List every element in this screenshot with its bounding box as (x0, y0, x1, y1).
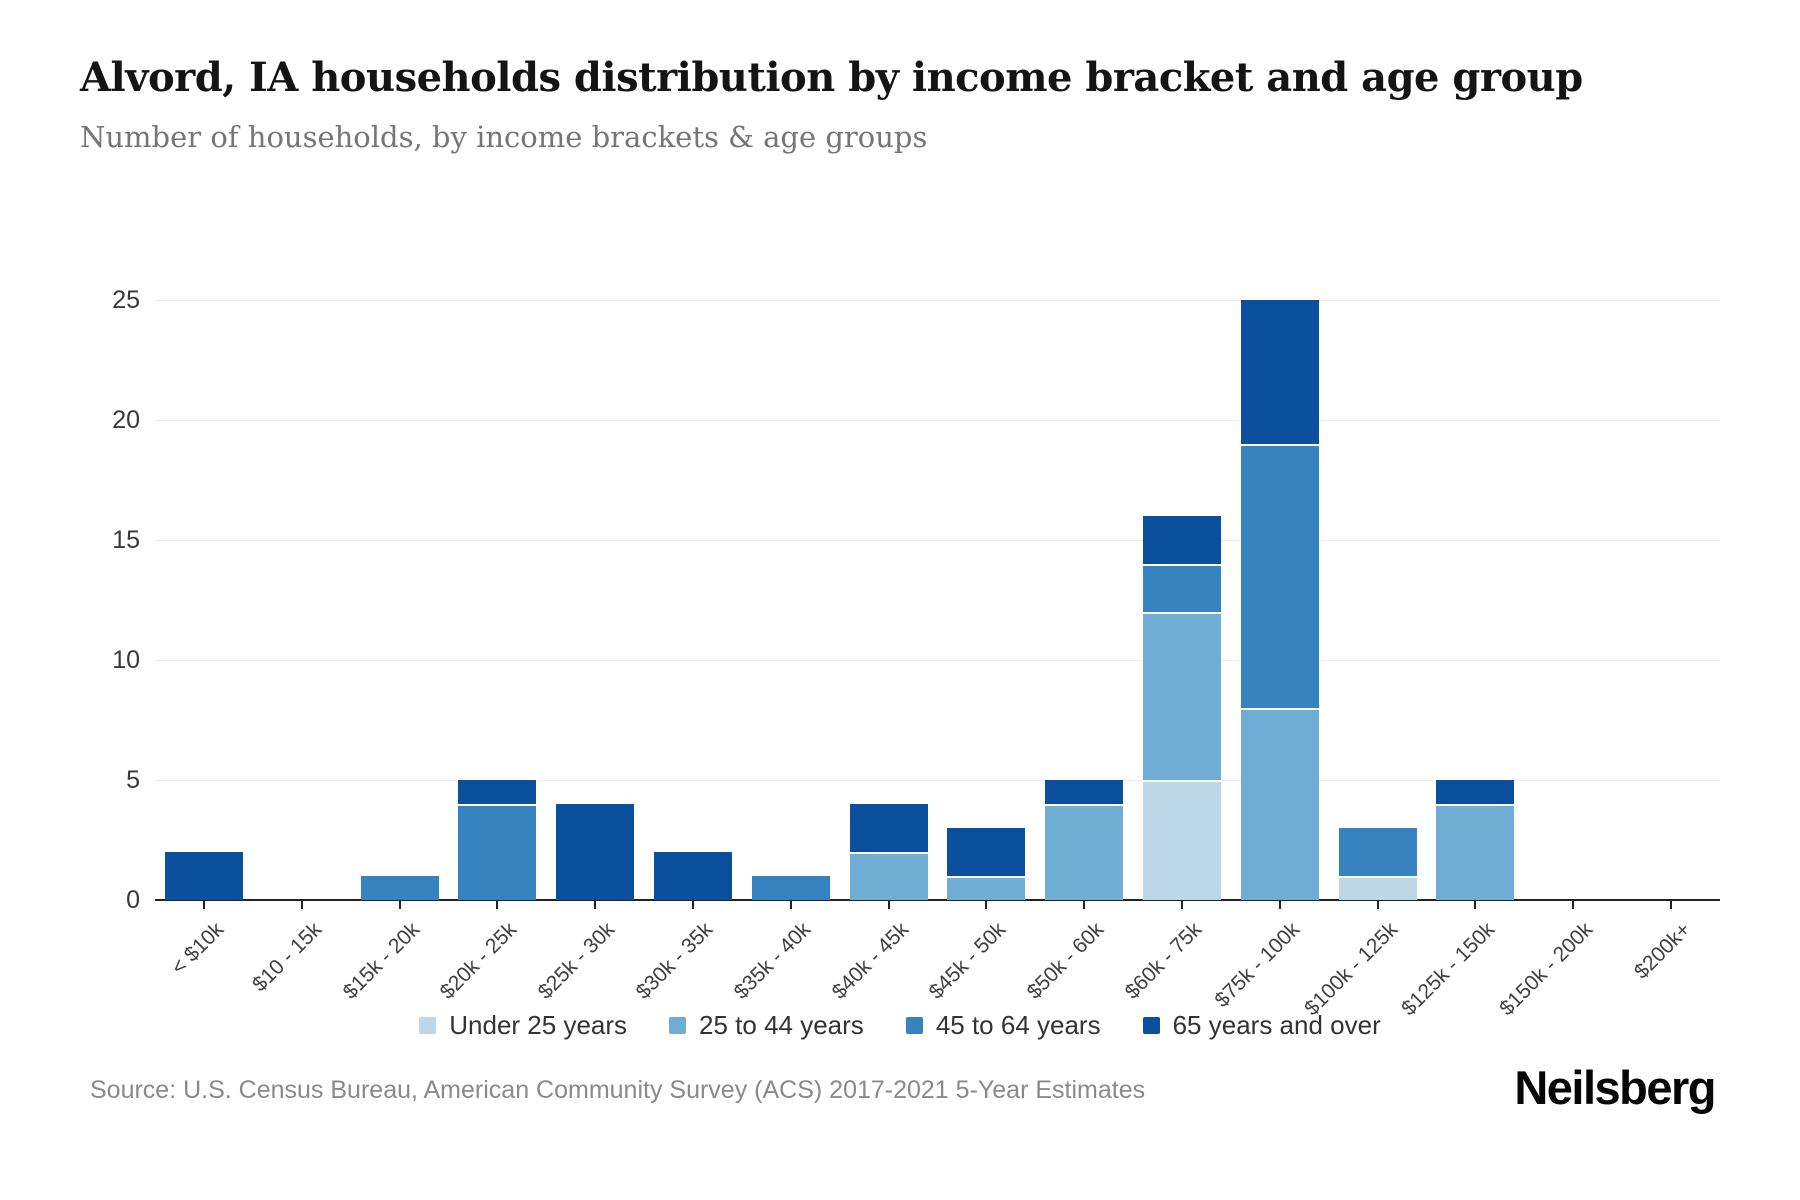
bar-segment (1338, 828, 1417, 876)
x-tick (398, 901, 401, 909)
bar-segment (1436, 804, 1515, 900)
x-tick (1474, 901, 1477, 909)
bar-segment (1436, 780, 1515, 804)
bar-segment (360, 876, 439, 900)
x-tick (496, 901, 499, 909)
source-note: Source: U.S. Census Bureau, American Com… (90, 1076, 1146, 1104)
bar-segment (849, 804, 928, 852)
legend-swatch (1142, 1017, 1160, 1034)
y-tick-label: 10 (112, 646, 140, 674)
bar-segment (1143, 612, 1222, 780)
x-tick (1083, 901, 1086, 909)
bar-segment (1240, 300, 1319, 444)
y-tick-label: 25 (112, 286, 140, 314)
y-tick-label: 0 (126, 886, 140, 914)
bar-segment (849, 852, 928, 900)
chart-subtitle: Number of households, by income brackets… (80, 120, 928, 154)
gridline (155, 780, 1720, 781)
bar-segment (1240, 708, 1319, 900)
bar-segment (1045, 804, 1124, 900)
x-tick-label: $200k+ (1629, 918, 1696, 984)
bar-segment (458, 804, 537, 900)
x-tick-label: $60k - 75k (1120, 918, 1207, 1004)
bar-segment (947, 876, 1026, 900)
bar-segment (751, 876, 830, 900)
x-tick (789, 901, 792, 909)
legend-label: 65 years and over (1172, 1010, 1381, 1040)
bar-segment (1143, 564, 1222, 612)
chart-title: Alvord, IA households distribution by in… (80, 54, 1583, 101)
x-tick-label: $10 - 15k (247, 918, 326, 997)
x-tick (300, 901, 303, 909)
legend-label: 25 to 44 years (699, 1010, 864, 1040)
y-tick-label: 5 (126, 766, 140, 794)
bar-segment (1240, 444, 1319, 708)
bar-segment (556, 804, 635, 900)
legend-label: Under 25 years (449, 1010, 628, 1040)
gridline (155, 420, 1720, 421)
gridline (155, 300, 1720, 301)
legend-swatch (905, 1017, 923, 1034)
gridline (155, 660, 1720, 661)
x-tick (1376, 901, 1379, 909)
bar-segment (653, 852, 732, 900)
bar-segment (1045, 780, 1124, 804)
brand-logo: Neilsberg (1514, 1061, 1716, 1114)
bar-segment (1143, 780, 1222, 900)
x-tick-label: $50k - 60k (1022, 918, 1109, 1004)
x-tick (594, 901, 597, 909)
x-tick (1181, 901, 1184, 909)
x-tick (1670, 901, 1673, 909)
legend-item: 65 years and over (1142, 1010, 1381, 1041)
gridline (155, 540, 1720, 541)
x-tick-label: < $10k (166, 918, 229, 980)
x-tick (691, 901, 694, 909)
x-tick-label: $75k - 100k (1210, 918, 1305, 1012)
bar-segment (164, 852, 243, 900)
legend-label: 45 to 64 years (935, 1010, 1101, 1040)
x-tick-label: $40k - 45k (827, 918, 913, 1004)
x-tick-label: $15k - 20k (338, 918, 424, 1004)
x-tick-label: $45k - 50k (925, 918, 1011, 1004)
x-tick-label: $150k - 200k (1495, 918, 1598, 1021)
x-tick (887, 901, 890, 909)
x-tick-label: $125k - 150k (1397, 918, 1500, 1021)
bar-segment (458, 780, 537, 804)
y-tick-label: 15 (112, 526, 140, 554)
legend: Under 25 years 25 to 44 years 45 to 64 yea… (80, 1010, 1720, 1041)
x-tick (1572, 901, 1575, 909)
x-tick (202, 901, 205, 909)
x-tick-label: $100k - 125k (1299, 918, 1402, 1021)
x-tick-label: $25k - 30k (533, 918, 620, 1004)
bar-segment (947, 828, 1026, 876)
legend-item: 45 to 64 years (905, 1010, 1101, 1041)
bar-segment (1143, 516, 1222, 564)
legend-item: 25 to 44 years (669, 1010, 864, 1041)
x-tick-label: $30k - 35k (631, 918, 718, 1004)
y-tick-label: 20 (112, 406, 140, 434)
x-tick-label: $35k - 40k (729, 918, 816, 1004)
legend-swatch (419, 1017, 437, 1034)
x-tick-label: $20k - 25k (436, 918, 522, 1004)
x-axis-line (155, 899, 1720, 901)
bar-segment (1338, 876, 1417, 900)
x-tick (1278, 901, 1281, 909)
legend-item: Under 25 years (419, 1010, 627, 1041)
legend-swatch (669, 1017, 687, 1034)
x-tick (985, 901, 988, 909)
